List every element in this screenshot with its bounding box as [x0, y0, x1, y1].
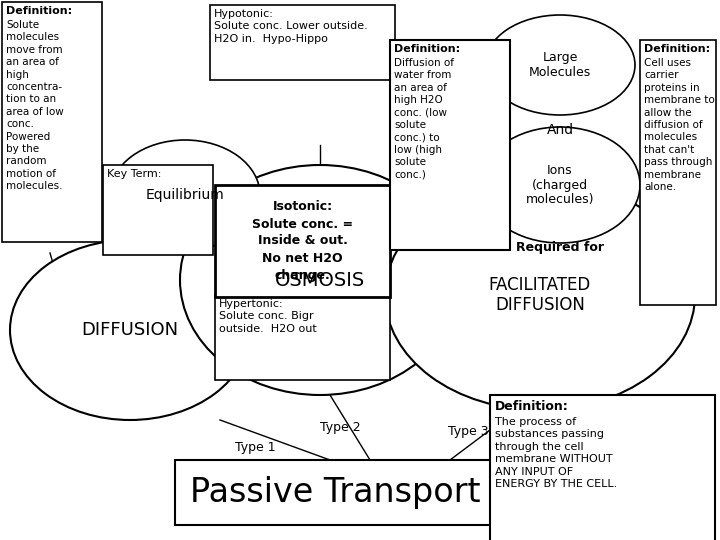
FancyBboxPatch shape — [640, 40, 716, 305]
Text: Solute
molecules
move from
an area of
high
concentra-
tion to an
area of low
con: Solute molecules move from an area of hi… — [6, 20, 64, 191]
Text: Required for: Required for — [516, 241, 604, 254]
FancyBboxPatch shape — [490, 395, 715, 540]
Text: FACILITATED
DIFFUSION: FACILITATED DIFFUSION — [489, 275, 591, 314]
Ellipse shape — [10, 240, 250, 420]
Text: Definition:: Definition: — [6, 6, 72, 16]
Ellipse shape — [485, 15, 635, 115]
Text: OSMOSIS: OSMOSIS — [275, 271, 365, 289]
Ellipse shape — [180, 165, 460, 395]
Text: DIFFUSION: DIFFUSION — [81, 321, 179, 339]
FancyBboxPatch shape — [215, 185, 390, 297]
Ellipse shape — [110, 140, 260, 250]
FancyBboxPatch shape — [215, 295, 390, 380]
Text: And: And — [546, 123, 574, 137]
Text: Definition:: Definition: — [394, 44, 460, 54]
FancyBboxPatch shape — [210, 5, 395, 80]
FancyBboxPatch shape — [2, 2, 102, 242]
Text: Ions
(charged
molecules): Ions (charged molecules) — [526, 164, 594, 206]
Ellipse shape — [385, 180, 695, 410]
FancyBboxPatch shape — [390, 40, 510, 250]
Text: Isotonic:
Solute conc. =
Inside & out.
No net H2O
change.: Isotonic: Solute conc. = Inside & out. N… — [252, 200, 353, 281]
Text: Diffusion of
water from
an area of
high H2O
conc. (low
solute
conc.) to
low (hig: Diffusion of water from an area of high … — [394, 58, 454, 180]
Text: Type 3: Type 3 — [448, 426, 488, 438]
Text: Definition:: Definition: — [495, 400, 569, 413]
Text: The process of
substances passing
through the cell
membrane WITHOUT
ANY INPUT OF: The process of substances passing throug… — [495, 417, 617, 489]
Text: Hypertonic:
Solute conc. Bigr
outside.  H2O out: Hypertonic: Solute conc. Bigr outside. H… — [219, 299, 317, 334]
Text: Type 2: Type 2 — [320, 422, 360, 435]
Ellipse shape — [480, 127, 640, 243]
FancyBboxPatch shape — [175, 460, 495, 525]
Text: Key Term:: Key Term: — [107, 169, 161, 179]
Text: Large
Molecules: Large Molecules — [529, 51, 591, 79]
Text: Passive Transport: Passive Transport — [190, 476, 480, 509]
Text: Type 1: Type 1 — [235, 442, 275, 455]
Text: Hypotonic:
Solute conc. Lower outside.
H2O in.  Hypo-Hippo: Hypotonic: Solute conc. Lower outside. H… — [214, 9, 368, 44]
FancyBboxPatch shape — [103, 165, 213, 255]
Text: Equilibrium: Equilibrium — [145, 188, 225, 202]
Text: Cell uses
carrier
proteins in
membrane to
allow the
diffusion of
molecules
that : Cell uses carrier proteins in membrane t… — [644, 58, 715, 192]
Text: Definition:: Definition: — [644, 44, 710, 54]
